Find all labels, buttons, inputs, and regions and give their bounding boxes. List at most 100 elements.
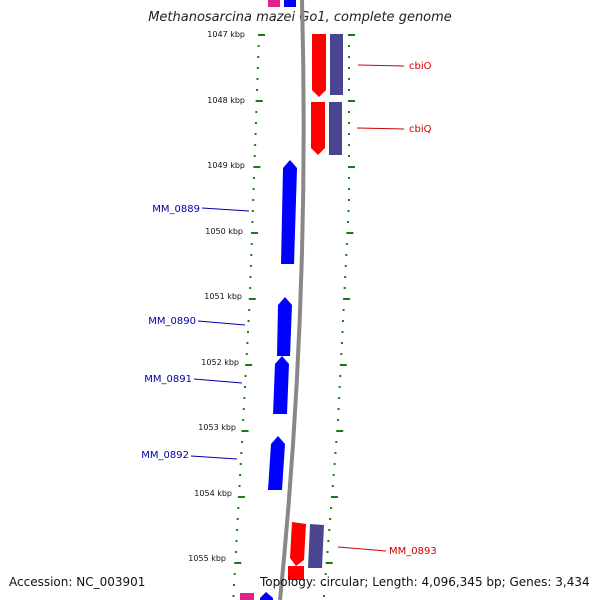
- track-tick: [237, 507, 240, 509]
- gene-label-cbiO[interactable]: cbiO: [409, 61, 432, 72]
- track-tick: [348, 78, 350, 80]
- kbp-tick-label: 1052 kbp: [201, 358, 239, 367]
- track-tick: [330, 496, 338, 498]
- track-tick: [252, 188, 255, 190]
- forward-genes: [240, 160, 297, 600]
- track-tick: [256, 78, 259, 80]
- track-tick: [337, 419, 340, 421]
- gene-label-MM_0893[interactable]: MM_0893: [389, 546, 437, 557]
- gene-MM_0893[interactable]: [288, 522, 324, 580]
- gene-label-MM_0889[interactable]: MM_0889: [152, 204, 200, 215]
- kbp-tick-label: 1055 kbp: [188, 554, 226, 563]
- track-tick: [335, 441, 338, 443]
- track-tick: [327, 540, 330, 542]
- track-tick: [254, 144, 257, 146]
- track-tick: [246, 331, 249, 333]
- gene-label-cbiQ[interactable]: cbiQ: [409, 124, 432, 135]
- track-tick: [328, 529, 331, 531]
- track-tick: [348, 133, 350, 135]
- track-tick: [243, 386, 246, 388]
- gene-MM_0890[interactable]: [277, 297, 292, 356]
- track-tick: [326, 551, 329, 553]
- track-tick: [332, 474, 335, 476]
- track-tick: [254, 122, 257, 124]
- track-tick: [257, 45, 260, 47]
- dotted-track-right: [323, 34, 355, 597]
- track-tick: [254, 133, 257, 135]
- track-tick: [249, 265, 252, 267]
- track-tick: [255, 100, 263, 102]
- track-tick: [242, 408, 245, 410]
- track-tick: [348, 177, 350, 179]
- gene-cbiQ[interactable]: [311, 102, 342, 155]
- track-tick: [338, 386, 341, 388]
- track-tick: [255, 111, 258, 113]
- track-tick: [340, 342, 343, 344]
- gene-MM_0891[interactable]: [273, 356, 289, 414]
- track-tick: [346, 232, 354, 234]
- kbp-axis-labels: 1047 kbp 1048 kbp 1049 kbp 1050 kbp 1051…: [188, 30, 245, 563]
- top-partial-genes: [268, 0, 296, 7]
- track-tick: [345, 243, 348, 245]
- track-tick: [235, 540, 238, 542]
- track-tick: [251, 210, 254, 212]
- gene-cbiO[interactable]: [312, 34, 343, 97]
- track-tick: [233, 584, 236, 586]
- partial-gene-blue: [284, 0, 296, 7]
- track-tick: [338, 397, 341, 399]
- track-tick: [348, 188, 350, 190]
- track-tick: [346, 221, 349, 223]
- track-tick: [250, 243, 253, 245]
- track-tick: [248, 298, 256, 300]
- track-tick: [324, 573, 327, 575]
- kbp-tick-label: 1047 kbp: [207, 30, 245, 39]
- gene-MM_0889[interactable]: [281, 160, 297, 264]
- track-tick: [334, 452, 337, 454]
- track-tick: [249, 276, 252, 278]
- track-tick: [238, 485, 241, 487]
- track-tick: [345, 254, 348, 256]
- kbp-tick-label: 1054 kbp: [194, 489, 232, 498]
- track-tick: [241, 430, 249, 432]
- track-tick: [256, 67, 259, 69]
- track-tick: [242, 419, 245, 421]
- track-tick: [240, 452, 243, 454]
- track-tick: [243, 397, 246, 399]
- track-tick: [348, 67, 350, 69]
- track-tick: [331, 485, 334, 487]
- track-tick: [251, 232, 259, 234]
- track-tick: [340, 353, 343, 355]
- track-tick: [253, 166, 261, 168]
- gene-MM_0892[interactable]: [268, 436, 285, 490]
- track-tick: [341, 331, 344, 333]
- track-tick: [232, 595, 235, 597]
- track-tick: [251, 221, 254, 223]
- track-tick: [234, 562, 242, 564]
- kbp-tick-label: 1048 kbp: [207, 96, 245, 105]
- map-title: Methanosarcina mazei Go1, complete genom…: [148, 10, 452, 25]
- gene-label-MM_0890[interactable]: MM_0890: [148, 316, 196, 327]
- backbone-line: [278, 0, 306, 600]
- track-tick: [348, 100, 355, 102]
- track-tick: [239, 463, 242, 465]
- accession-label: Accession: NC_003901: [9, 575, 146, 589]
- reverse-genes: [288, 34, 343, 580]
- gene-bottom-partial-magenta: [240, 593, 254, 600]
- track-tick: [348, 34, 355, 36]
- track-tick: [348, 199, 350, 201]
- track-tick: [323, 584, 326, 586]
- track-tick: [342, 309, 345, 311]
- gene-label-MM_0891[interactable]: MM_0891: [144, 374, 192, 385]
- track-tick: [244, 375, 247, 377]
- track-tick: [339, 364, 347, 366]
- gene-label-MM_0892[interactable]: MM_0892: [141, 450, 189, 461]
- track-tick: [336, 430, 344, 432]
- kbp-tick-label: 1051 kbp: [204, 292, 242, 301]
- track-tick: [236, 518, 239, 520]
- track-tick: [344, 265, 347, 267]
- track-tick: [337, 408, 340, 410]
- track-tick: [252, 199, 255, 201]
- partial-gene-magenta: [268, 0, 280, 7]
- track-tick: [344, 276, 347, 278]
